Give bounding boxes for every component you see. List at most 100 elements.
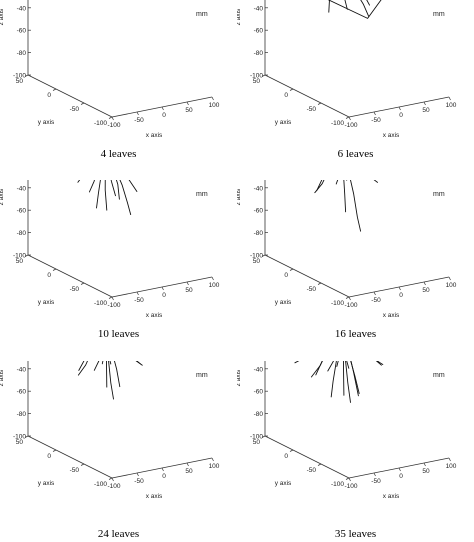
- y-tick-label: -100: [331, 300, 344, 307]
- y-tick-label: 50: [16, 439, 24, 446]
- y-tick-label: 50: [253, 258, 261, 265]
- plot-panel: -100-50050100-100-500500-20-40-60-80-100…: [237, 0, 474, 181]
- unit-label: mm: [196, 191, 208, 198]
- root-trace: [93, 361, 100, 371]
- z-tick-label: -40: [254, 5, 264, 12]
- x-tick-mark: [211, 96, 214, 101]
- z-tick-label: -40: [17, 5, 27, 12]
- root-trace: [375, 361, 382, 366]
- z-axis-label: z axis: [237, 369, 242, 386]
- z-axis-label: z axis: [0, 188, 5, 205]
- z-tick-label: -60: [254, 208, 264, 215]
- z-tick-label: -80: [254, 230, 264, 237]
- x-tick-label: 50: [422, 287, 430, 294]
- y-axis-line: [27, 74, 113, 118]
- plot-panel: -100-50050100-100-500500-20-40-60-80-100…: [237, 180, 474, 361]
- x-tick-mark: [161, 286, 164, 291]
- y-tick-label: 0: [284, 92, 288, 99]
- root-trace: [108, 361, 114, 400]
- y-tick-label: -100: [94, 300, 107, 307]
- root-trace: [135, 361, 143, 366]
- x-tick-mark: [136, 472, 139, 477]
- plot-3d: -100-50050100-100-500500-20-40-60-80-100…: [237, 361, 457, 500]
- z-axis-label: z axis: [0, 8, 5, 25]
- z-tick-label: -60: [254, 28, 264, 35]
- root-trace: [350, 361, 360, 394]
- x-tick-label: 50: [185, 287, 193, 294]
- y-tick-label: -100: [331, 481, 344, 488]
- y-tick-mark: [261, 74, 266, 77]
- x-tick-mark: [136, 291, 139, 296]
- root-trace: [346, 361, 350, 369]
- z-axis-label: z axis: [237, 188, 242, 205]
- z-tick-label: -100: [250, 253, 263, 260]
- y-axis-label: y axis: [38, 480, 55, 487]
- plot-panel: -100-50050100-100-500500-20-40-60-80-100…: [0, 0, 237, 181]
- root-trace: [316, 180, 323, 192]
- panel-caption: 10 leaves: [97, 328, 140, 340]
- y-tick-label: -50: [70, 286, 80, 293]
- x-tick-label: -100: [344, 122, 357, 129]
- root-trace: [96, 180, 101, 209]
- root-trace: [345, 361, 351, 403]
- x-tick-mark: [211, 457, 214, 462]
- plot-3d: -100-50050100-100-500500-20-40-60-80-100…: [237, 0, 457, 139]
- x-tick-mark: [373, 472, 376, 477]
- x-tick-label: 50: [422, 468, 430, 475]
- y-axis-line: [264, 254, 350, 298]
- x-tick-label: 0: [399, 112, 403, 119]
- y-tick-label: -100: [94, 481, 107, 488]
- x-tick-mark: [423, 462, 426, 467]
- root-trace: [327, 361, 335, 372]
- z-tick-label: -100: [13, 434, 26, 441]
- y-axis-label: y axis: [275, 480, 292, 487]
- x-tick-label: 0: [162, 292, 166, 299]
- x-tick-mark: [448, 457, 451, 462]
- y-tick-mark: [345, 477, 350, 480]
- y-tick-mark: [108, 477, 113, 480]
- root-trace: [344, 0, 348, 10]
- root-trace: [104, 180, 108, 211]
- y-tick-mark: [24, 254, 29, 257]
- y-axis-line: [264, 435, 350, 479]
- z-tick-label: -100: [13, 253, 26, 260]
- x-tick-label: 100: [209, 463, 220, 470]
- root-trace: [314, 180, 325, 194]
- y-tick-mark: [289, 88, 294, 91]
- root-trace: [336, 361, 339, 367]
- y-tick-mark: [108, 296, 113, 299]
- y-tick-mark: [261, 254, 266, 257]
- root-trace: [360, 0, 370, 17]
- x-axis-label: x axis: [146, 312, 163, 319]
- plot-panel: -100-50050100-100-500500-20-40-60-80-100…: [0, 180, 237, 361]
- y-tick-label: 0: [47, 92, 51, 99]
- y-tick-mark: [24, 74, 29, 77]
- y-tick-label: 50: [16, 258, 24, 265]
- y-tick-mark: [345, 296, 350, 299]
- unit-label: mm: [196, 372, 208, 379]
- x-tick-label: 50: [185, 468, 193, 475]
- panel-caption: 16 leaves: [334, 328, 377, 340]
- y-tick-label: -100: [331, 120, 344, 127]
- root-trace: [78, 361, 85, 371]
- y-tick-label: -50: [307, 286, 317, 293]
- x-tick-mark: [111, 477, 114, 482]
- y-tick-mark: [317, 463, 322, 466]
- x-tick-label: -50: [134, 478, 144, 485]
- x-tick-label: -50: [134, 297, 144, 304]
- y-tick-label: -50: [307, 467, 317, 474]
- y-tick-mark: [261, 435, 266, 438]
- y-tick-mark: [345, 116, 350, 119]
- x-tick-mark: [448, 276, 451, 281]
- x-tick-label: -100: [107, 122, 120, 129]
- x-tick-mark: [398, 106, 401, 111]
- x-tick-label: 50: [422, 107, 430, 114]
- x-tick-mark: [161, 106, 164, 111]
- z-tick-label: -80: [17, 50, 27, 57]
- y-tick-label: -50: [70, 106, 80, 113]
- y-tick-label: 50: [253, 439, 261, 446]
- plot-3d: -100-50050100-100-500500-20-40-60-80-100…: [0, 180, 220, 319]
- x-tick-label: 0: [399, 292, 403, 299]
- z-tick-label: -80: [254, 411, 264, 418]
